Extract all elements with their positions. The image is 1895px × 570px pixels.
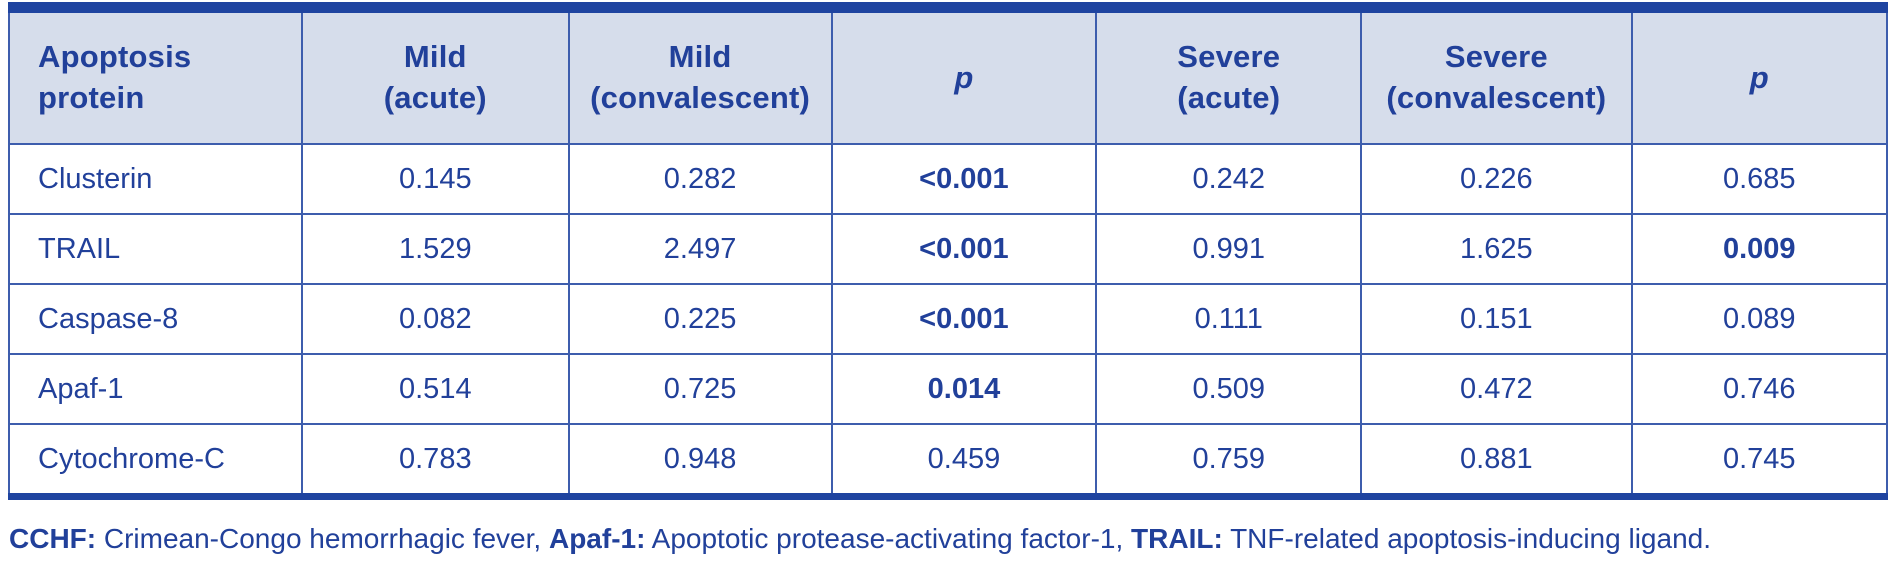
value-cell: 0.948: [567, 423, 833, 498]
value-cell: 0.509: [1095, 353, 1363, 425]
header-row: Apoptosis protein Mild (acute) Mild (con…: [8, 6, 1889, 145]
value-cell: 0.472: [1360, 353, 1633, 425]
abbreviations-footnote: CCHF: Crimean-Congo hemorrhagic fever, A…: [9, 522, 1888, 556]
value-cell: 0.225: [567, 283, 833, 355]
header-line: (convalescent): [1386, 80, 1607, 115]
protein-name-cell: Cytochrome-C: [8, 423, 303, 498]
header-line: Severe: [1177, 39, 1281, 75]
value-cell: 0.111: [1095, 283, 1363, 355]
value-cell: 0.242: [1095, 143, 1363, 215]
value-cell: 1.625: [1360, 213, 1633, 285]
col-header-severe-convalescent: Severe (convalescent): [1360, 6, 1633, 145]
table-row: Cytochrome-C 0.783 0.948 0.459 0.759 0.8…: [8, 423, 1889, 498]
col-header-mild-acute: Mild (acute): [300, 6, 570, 145]
header-line: p: [954, 59, 974, 95]
header-line: (convalescent): [590, 80, 811, 115]
table-header: Apoptosis protein Mild (acute) Mild (con…: [8, 6, 1889, 145]
footnote-text: Crimean-Congo hemorrhagic fever,: [96, 523, 549, 554]
value-cell: 0.145: [300, 143, 570, 215]
footnote-text: Apoptotic protease-activating factor-1,: [645, 523, 1132, 554]
p-value-cell: 0.014: [830, 353, 1098, 425]
p-value-cell: 0.089: [1630, 283, 1889, 355]
p-value-cell: <0.001: [830, 213, 1098, 285]
value-cell: 0.881: [1360, 423, 1633, 498]
table-row: TRAIL 1.529 2.497 <0.001 0.991 1.625 0.0…: [8, 213, 1889, 285]
value-cell: 0.514: [300, 353, 570, 425]
footnote-abbr: CCHF:: [9, 523, 97, 554]
value-cell: 0.082: [300, 283, 570, 355]
p-value-cell: 0.685: [1630, 143, 1889, 215]
header-line: Mild: [668, 39, 732, 75]
protein-name-cell: Clusterin: [8, 143, 303, 215]
value-cell: 0.991: [1095, 213, 1363, 285]
header-line: protein: [38, 80, 145, 115]
header-line: Severe: [1444, 39, 1548, 75]
col-header-severe-acute: Severe (acute): [1095, 6, 1363, 145]
table-row: Caspase-8 0.082 0.225 <0.001 0.111 0.151…: [8, 283, 1889, 355]
header-line: Apoptosis: [38, 39, 192, 75]
apoptosis-protein-table: Apoptosis protein Mild (acute) Mild (con…: [8, 2, 1889, 500]
protein-name-cell: Apaf-1: [8, 353, 303, 425]
header-line: (acute): [1177, 80, 1281, 115]
footnote-abbr: TRAIL:: [1131, 523, 1223, 554]
p-value-cell: 0.009: [1630, 213, 1889, 285]
col-header-apoptosis-protein: Apoptosis protein: [8, 6, 303, 145]
col-header-mild-convalescent: Mild (convalescent): [567, 6, 833, 145]
value-cell: 0.226: [1360, 143, 1633, 215]
footnote-abbr: Apaf-1:: [548, 523, 646, 554]
value-cell: 0.151: [1360, 283, 1633, 355]
table-body: Clusterin 0.145 0.282 <0.001 0.242 0.226…: [8, 143, 1889, 498]
p-value-cell: 0.459: [830, 423, 1098, 498]
header-line: Mild: [403, 39, 467, 75]
value-cell: 0.783: [300, 423, 570, 498]
page: Apoptosis protein Mild (acute) Mild (con…: [8, 2, 1889, 556]
value-cell: 1.529: [300, 213, 570, 285]
header-line: p: [1749, 59, 1769, 95]
p-value-cell: 0.745: [1630, 423, 1889, 498]
header-line: (acute): [383, 80, 487, 115]
protein-name-cell: Caspase-8: [8, 283, 303, 355]
value-cell: 2.497: [567, 213, 833, 285]
col-header-p-severe: p: [1630, 6, 1889, 145]
p-value-cell: 0.746: [1630, 353, 1889, 425]
p-value-cell: <0.001: [830, 283, 1098, 355]
value-cell: 0.282: [567, 143, 833, 215]
footnote-text: TNF-related apoptosis-inducing ligand.: [1222, 523, 1711, 554]
value-cell: 0.725: [567, 353, 833, 425]
value-cell: 0.759: [1095, 423, 1363, 498]
table-row: Clusterin 0.145 0.282 <0.001 0.242 0.226…: [8, 143, 1889, 215]
table-row: Apaf-1 0.514 0.725 0.014 0.509 0.472 0.7…: [8, 353, 1889, 425]
p-value-cell: <0.001: [830, 143, 1098, 215]
protein-name-cell: TRAIL: [8, 213, 303, 285]
col-header-p-mild: p: [830, 6, 1098, 145]
